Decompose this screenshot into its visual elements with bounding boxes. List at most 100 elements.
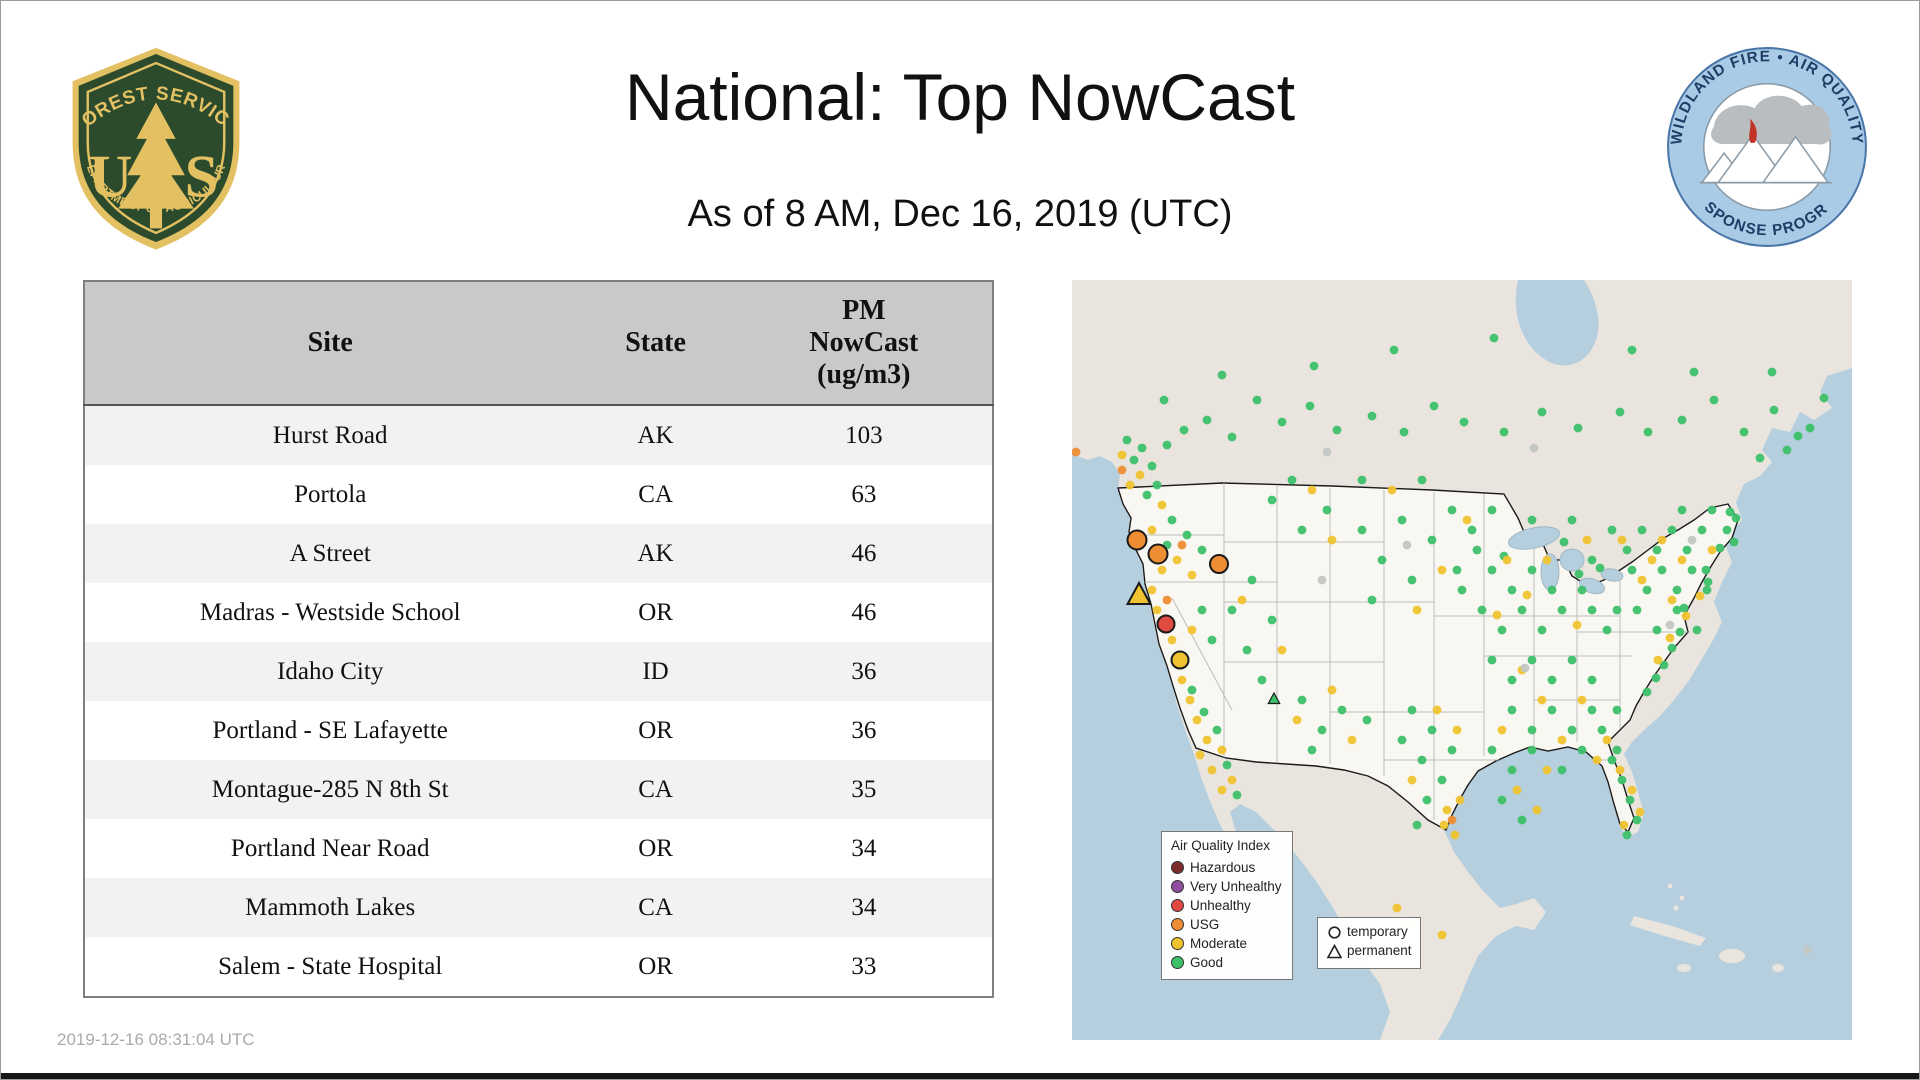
table-row: Portland Near Road OR 34 [84,819,993,878]
response-program-seal-icon: WILDLAND FIRE • AIR QUALITY RESPONSE PRO… [1658,32,1867,247]
pm-cell: 34 [851,834,877,862]
state-cell: CA [638,893,673,921]
aqi-legend-title: Air Quality Index [1171,838,1271,853]
site-type-legend: temporary permanent [1317,917,1421,969]
top-nowcast-table: Site State PM NowCast (ug/m3) Hurst Road… [83,280,994,998]
highlighted-sites-layer [1125,529,1281,705]
state-cell: OR [638,598,673,626]
table-row: Portland - SE Lafayette OR 36 [84,701,993,760]
site-cell: A Street [289,539,371,567]
aqi-legend-item: Good [1171,953,1283,972]
column-header-state: State [575,281,736,406]
bottom-edge-bar [1,1073,1919,1079]
aqi-label: Very Unhealthy [1190,878,1282,894]
site-cell: Mammoth Lakes [245,893,416,921]
legend-label-temporary: temporary [1347,924,1408,940]
site-cell: Idaho City [277,657,384,685]
highlighted-site-marker [1267,691,1281,705]
pm-cell: 46 [851,539,877,567]
aqi-label: Hazardous [1190,859,1256,875]
temporary-marker-icon [1327,925,1342,940]
fs-logo-tree-icon [118,102,194,229]
aqi-legend-item: Very Unhealthy [1171,877,1283,896]
legend-item-temporary: temporary [1327,923,1411,942]
aqi-legend: Air Quality Index Hazardous Very Unhealth… [1161,831,1293,981]
caribbean-islands [1630,883,1784,972]
table-row: Madras - Westside School OR 46 [84,583,993,642]
aqi-color-swatch [1171,937,1184,951]
pm-cell: 36 [851,716,877,744]
page-subtitle: As of 8 AM, Dec 16, 2019 (UTC) [687,193,1233,235]
pm-cell: 36 [851,657,877,685]
table-header-row: Site State PM NowCast (ug/m3) [84,281,993,406]
site-cell: Hurst Road [272,421,388,449]
aqi-color-swatch [1171,899,1184,913]
aqi-label: Moderate [1190,935,1248,951]
permanent-marker-icon [1327,944,1342,959]
aqi-color-swatch [1171,956,1184,970]
site-cell: Madras - Westside School [199,598,461,626]
legend-item-permanent: permanent [1327,942,1412,961]
fs-logo-s: S [185,144,219,211]
aqi-legend-item: USG [1171,915,1283,934]
highlighted-site-marker [1170,650,1190,670]
table-row: Mammoth Lakes CA 34 [84,878,993,937]
highlighted-site-marker [1156,614,1176,634]
monitor-dots-layer [1072,333,1829,955]
table-row: Idaho City ID 36 [84,642,993,701]
table-row: A Street AK 46 [84,524,993,583]
pm-cell: 46 [851,598,877,626]
table-row: Hurst Road AK 103 [84,405,993,465]
state-cell: OR [638,952,673,980]
site-cell: Portola [294,480,367,508]
aqi-legend-items: Hazardous Very Unhealthy Unhealthy USG Moder… [1171,858,1283,972]
state-cell: ID [642,657,669,685]
flame-icon [1749,118,1757,143]
pm-cell: 63 [851,480,877,508]
page-title: National: Top NowCast [624,60,1296,134]
state-cell: AK [637,539,674,567]
mountains-icon [1699,133,1833,184]
site-cell: Portland Near Road [230,834,430,862]
pm-cell: 35 [851,775,877,803]
state-cell: OR [638,716,673,744]
hudson-bay [1515,280,1599,366]
highlighted-site-marker [1126,529,1148,551]
table-row: Portola CA 63 [84,465,993,524]
state-cell: OR [638,834,673,862]
state-cell: CA [638,480,673,508]
column-header-site: Site [84,281,576,406]
pm-cell: 34 [851,893,877,921]
column-header-pm-nowcast: PM NowCast (ug/m3) [735,281,993,406]
state-cell: AK [637,421,674,449]
generated-timestamp: 2019-12-16 08:31:04 UTC [57,1030,255,1049]
great-lakes [1507,526,1624,595]
aqi-color-swatch [1171,880,1184,894]
aqi-color-swatch [1171,861,1184,875]
aqi-legend-item: Moderate [1171,934,1283,953]
aqi-label: Unhealthy [1190,897,1251,913]
site-cell: Salem - State Hospital [218,952,443,980]
site-cell: Portland - SE Lafayette [212,716,448,744]
state-cell: CA [638,775,673,803]
aqi-label: Good [1190,954,1224,970]
highlighted-site-marker [1125,580,1153,605]
highlighted-site-marker [1209,554,1229,574]
site-cell: Montague-285 N 8th St [211,775,449,803]
table-row: Salem - State Hospital OR 33 [84,937,993,997]
table-row: Montague-285 N 8th St CA 35 [84,760,993,819]
aqi-legend-item: Hazardous [1171,858,1283,877]
aqi-color-swatch [1171,918,1184,932]
aqi-label: USG [1190,916,1220,932]
pm-cell: 103 [845,421,883,449]
air-quality-map: Air Quality Index Hazardous Very Unhealth… [1072,280,1852,1040]
wildland-fire-response-program-logo: WILDLAND FIRE • AIR QUALITY RESPONSE PRO… [1658,32,1869,254]
nowcast-table-body: Hurst Road AK 103 Portola CA 63 A Street AK 46 Ma… [84,405,993,997]
pm-cell: 33 [851,952,877,980]
aqi-legend-item: Unhealthy [1171,896,1283,915]
smoke-cloud-icon [1711,95,1832,145]
legend-label-permanent: permanent [1347,943,1412,959]
